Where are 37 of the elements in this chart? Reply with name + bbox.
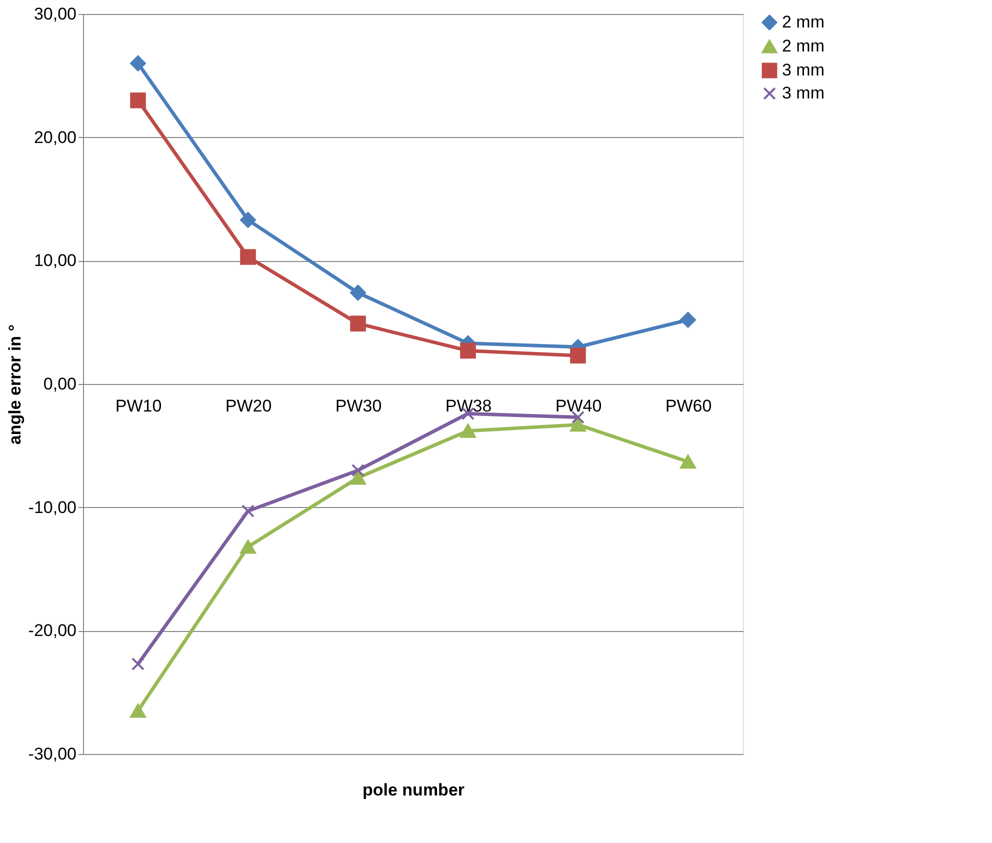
x-tick-label: PW38: [445, 396, 492, 416]
x-tick-label: PW40: [555, 396, 602, 416]
x-tick-label: PW60: [665, 396, 712, 416]
legend-label: 2 mm: [782, 12, 824, 32]
x-tick-label: PW20: [225, 396, 272, 416]
point: [130, 92, 146, 108]
y-axis-title: angle error in °: [5, 324, 24, 445]
legend-label: 2 mm: [782, 36, 824, 56]
x-tick-label: PW10: [115, 396, 162, 416]
point: [131, 657, 145, 670]
x-tick-label: PW30: [335, 396, 382, 416]
point: [240, 212, 256, 228]
point: [350, 316, 366, 332]
point: [351, 464, 365, 477]
point: [570, 418, 586, 432]
point: [130, 55, 146, 72]
y-tick-label: 0,00: [43, 374, 76, 394]
point: [680, 312, 696, 328]
y-tick-label: -10,00: [28, 498, 76, 517]
y-tick-label: 20,00: [34, 128, 76, 147]
y-tick-label: 10,00: [34, 251, 76, 270]
point: [130, 704, 146, 718]
point: [240, 249, 256, 265]
point: [240, 540, 256, 554]
point: [241, 504, 255, 518]
point: [350, 284, 366, 301]
point: [570, 348, 586, 364]
point: [350, 470, 366, 485]
y-tick-label: -20,00: [28, 621, 76, 640]
point: [460, 424, 476, 438]
y-tick-label: -30,00: [28, 744, 76, 764]
point: [460, 342, 476, 359]
x-axis-title: pole number: [362, 780, 465, 800]
legend-label: 3 mm: [782, 60, 824, 80]
legend-label: 3 mm: [782, 84, 824, 102]
y-tick-label: 30,00: [34, 4, 76, 24]
point: [680, 454, 696, 469]
